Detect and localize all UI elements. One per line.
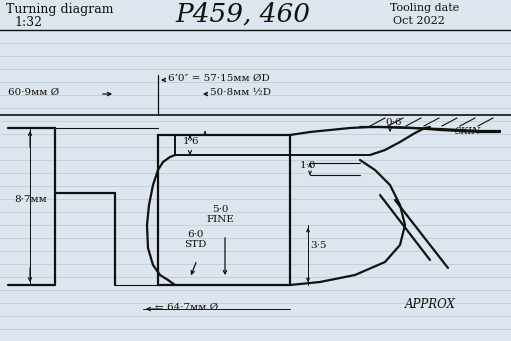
- Text: Turning diagram: Turning diagram: [6, 3, 113, 16]
- Text: 50·8мм ½D: 50·8мм ½D: [210, 88, 271, 97]
- Text: Oct 2022: Oct 2022: [393, 16, 445, 26]
- Text: 6·0
STD: 6·0 STD: [184, 230, 206, 249]
- Text: 5·0
FINE: 5·0 FINE: [206, 205, 234, 224]
- Text: SKIN: SKIN: [455, 127, 481, 136]
- Text: 3·5: 3·5: [310, 240, 327, 250]
- Text: 60·9мм Ø: 60·9мм Ø: [8, 88, 59, 97]
- Text: 6‘0″ = 57·15мм ØD: 6‘0″ = 57·15мм ØD: [168, 74, 270, 83]
- Text: Tooling date: Tooling date: [390, 3, 459, 13]
- Text: APPROX: APPROX: [405, 298, 456, 311]
- Text: 1·6: 1·6: [183, 137, 199, 146]
- Text: ← 64·7мм Ø: ← 64·7мм Ø: [155, 303, 218, 312]
- Text: 0·6: 0·6: [385, 118, 402, 127]
- Text: 1·0: 1·0: [300, 161, 316, 169]
- Text: P459, 460: P459, 460: [175, 2, 310, 27]
- Text: 8·7мм: 8·7мм: [14, 195, 47, 205]
- Text: 1:32: 1:32: [14, 16, 42, 29]
